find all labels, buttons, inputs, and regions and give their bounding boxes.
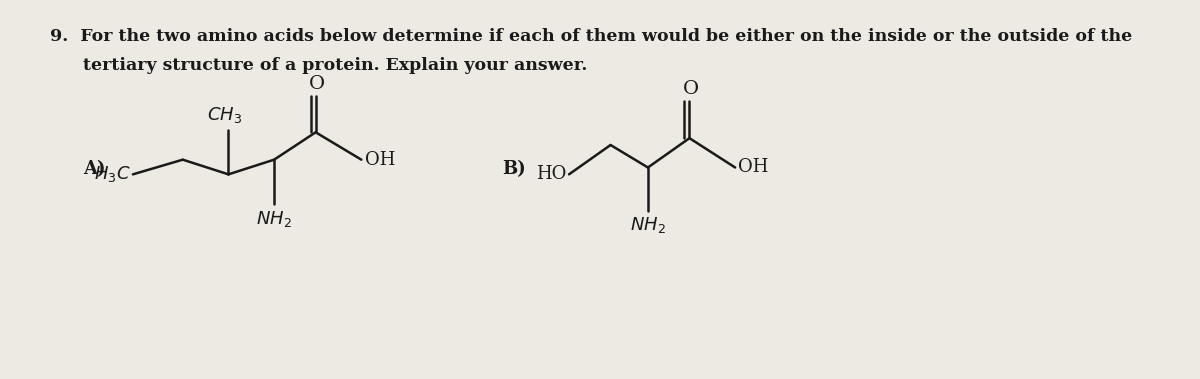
Text: $NH_2$: $NH_2$	[257, 208, 292, 229]
Text: $NH_2$: $NH_2$	[630, 215, 666, 235]
Text: HO: HO	[536, 165, 566, 183]
Text: $CH_3$: $CH_3$	[206, 105, 242, 125]
Text: 9.  For the two amino acids below determine if each of them would be either on t: 9. For the two amino acids below determi…	[50, 28, 1132, 45]
Text: A): A)	[83, 160, 106, 179]
Text: OH: OH	[738, 158, 769, 177]
Text: $H_3C$: $H_3C$	[94, 164, 131, 184]
Text: O: O	[683, 80, 700, 98]
Text: tertiary structure of a protein. Explain your answer.: tertiary structure of a protein. Explain…	[83, 57, 588, 74]
Text: B): B)	[503, 160, 527, 179]
Text: O: O	[310, 75, 325, 93]
Text: OH: OH	[365, 151, 395, 169]
